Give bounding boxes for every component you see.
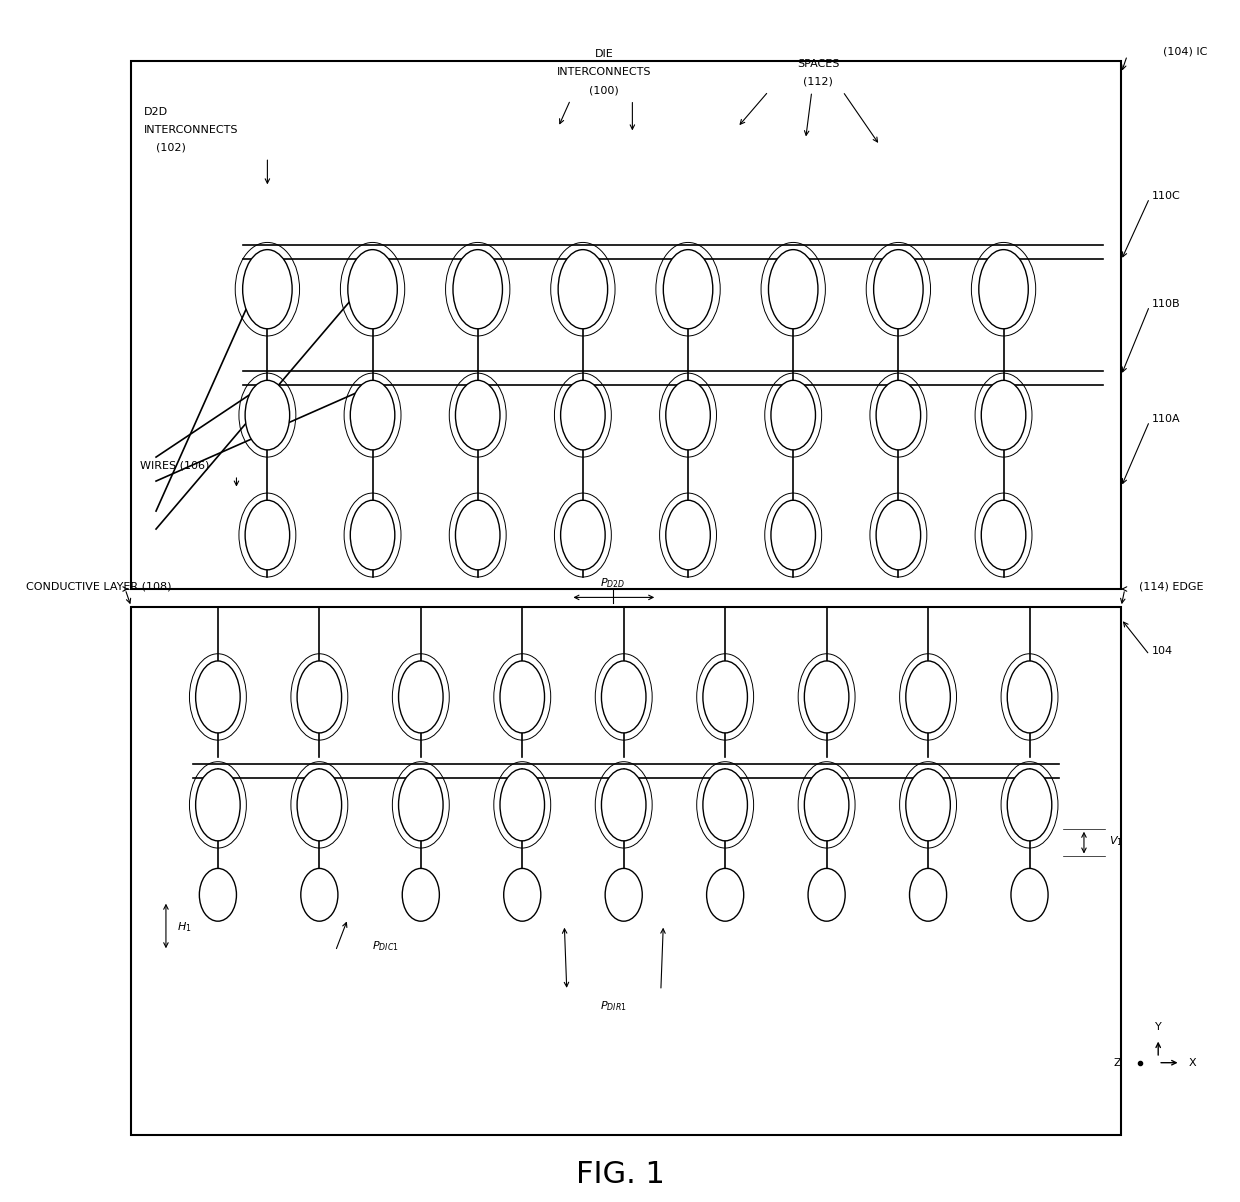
Ellipse shape [769, 250, 818, 329]
Text: SPACES: SPACES [797, 59, 839, 69]
Ellipse shape [877, 500, 920, 570]
Text: DIE: DIE [594, 49, 614, 59]
Ellipse shape [1007, 661, 1052, 733]
Text: $V_1$: $V_1$ [1109, 834, 1122, 847]
Ellipse shape [703, 769, 748, 841]
Ellipse shape [663, 250, 713, 329]
Ellipse shape [558, 250, 608, 329]
Ellipse shape [905, 661, 950, 733]
Ellipse shape [398, 769, 443, 841]
Text: 110A: 110A [1152, 413, 1180, 424]
Ellipse shape [453, 250, 502, 329]
Ellipse shape [703, 661, 748, 733]
Text: INTERCONNECTS: INTERCONNECTS [144, 125, 238, 135]
Ellipse shape [808, 868, 846, 921]
Ellipse shape [874, 250, 923, 329]
Text: WIRES (106): WIRES (106) [140, 460, 210, 470]
Ellipse shape [666, 380, 711, 450]
Text: Z: Z [1114, 1058, 1121, 1067]
Text: (114) EDGE: (114) EDGE [1140, 582, 1204, 591]
Ellipse shape [350, 380, 394, 450]
Ellipse shape [398, 661, 443, 733]
Ellipse shape [350, 500, 394, 570]
Text: 110B: 110B [1152, 298, 1180, 309]
Ellipse shape [981, 500, 1025, 570]
Ellipse shape [605, 868, 642, 921]
Ellipse shape [455, 380, 500, 450]
Ellipse shape [560, 380, 605, 450]
Text: $H_1$: $H_1$ [177, 921, 192, 934]
Ellipse shape [200, 868, 237, 921]
FancyBboxPatch shape [131, 61, 1121, 589]
Ellipse shape [905, 769, 950, 841]
Ellipse shape [601, 769, 646, 841]
Text: 110C: 110C [1152, 191, 1180, 201]
Ellipse shape [243, 250, 293, 329]
Ellipse shape [1007, 769, 1052, 841]
Text: (102): (102) [156, 143, 186, 153]
Ellipse shape [771, 380, 816, 450]
Text: (104) IC: (104) IC [1163, 47, 1208, 56]
Ellipse shape [1011, 868, 1048, 921]
Text: $P_{D2D}$: $P_{D2D}$ [600, 576, 625, 590]
Text: (100): (100) [589, 85, 619, 95]
Ellipse shape [666, 500, 711, 570]
Text: D2D: D2D [144, 107, 167, 117]
Text: $P_{DIR1}$: $P_{DIR1}$ [600, 999, 627, 1013]
Ellipse shape [196, 769, 241, 841]
Ellipse shape [978, 250, 1028, 329]
Ellipse shape [298, 769, 342, 841]
Text: FIG. 1: FIG. 1 [575, 1160, 665, 1189]
Ellipse shape [601, 661, 646, 733]
Text: $P_{DIC1}$: $P_{DIC1}$ [372, 940, 398, 953]
Ellipse shape [246, 380, 290, 450]
Ellipse shape [981, 380, 1025, 450]
Ellipse shape [503, 868, 541, 921]
Ellipse shape [402, 868, 439, 921]
Ellipse shape [707, 868, 744, 921]
Ellipse shape [301, 868, 339, 921]
Ellipse shape [196, 661, 241, 733]
Text: CONDUCTIVE LAYER (108): CONDUCTIVE LAYER (108) [26, 582, 171, 591]
Ellipse shape [246, 500, 290, 570]
Text: (112): (112) [804, 77, 833, 87]
Text: 104: 104 [1152, 647, 1173, 656]
FancyBboxPatch shape [131, 607, 1121, 1135]
Ellipse shape [298, 661, 342, 733]
Ellipse shape [455, 500, 500, 570]
Ellipse shape [560, 500, 605, 570]
Ellipse shape [805, 769, 849, 841]
Ellipse shape [500, 769, 544, 841]
Text: INTERCONNECTS: INTERCONNECTS [557, 67, 651, 77]
Text: Y: Y [1154, 1022, 1162, 1031]
Ellipse shape [805, 661, 849, 733]
Ellipse shape [909, 868, 946, 921]
Ellipse shape [771, 500, 816, 570]
Text: X: X [1189, 1058, 1197, 1067]
Ellipse shape [877, 380, 920, 450]
Ellipse shape [500, 661, 544, 733]
Ellipse shape [347, 250, 397, 329]
